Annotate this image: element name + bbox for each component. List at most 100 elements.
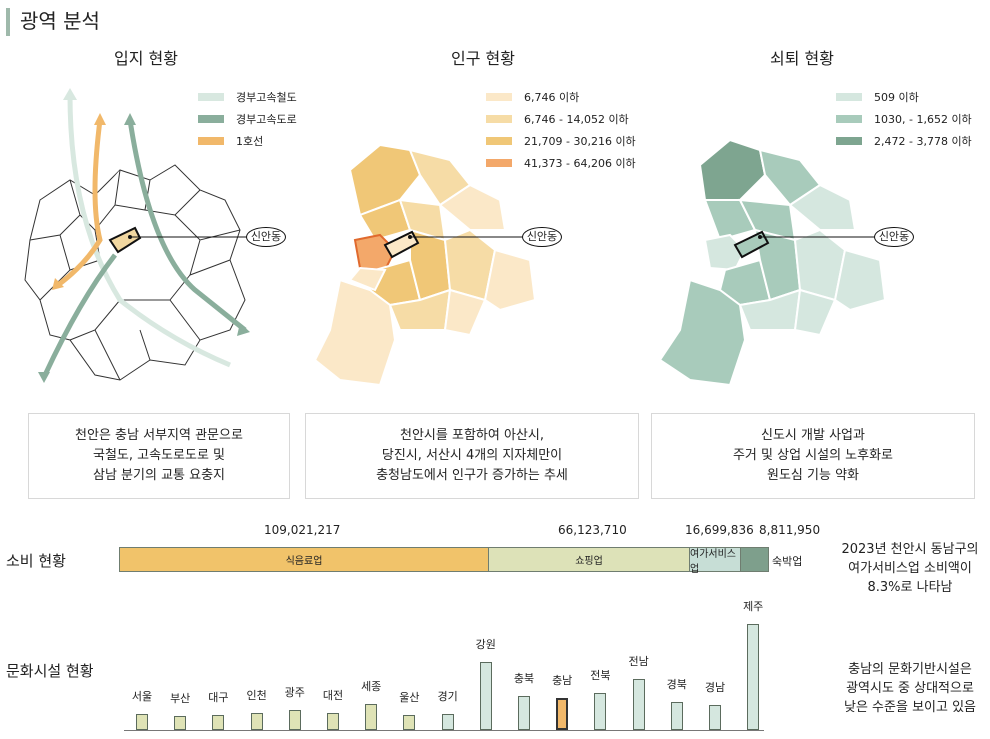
culture-bar-2 bbox=[212, 715, 225, 730]
culture-bar-16 bbox=[747, 624, 760, 730]
legend-population: 6,746 이하 6,746 - 14,052 이하 21,709 - 30,2… bbox=[486, 86, 636, 174]
legend-swatch bbox=[198, 137, 224, 145]
description-population: 천안시를 포함하여 아산시, 당진시, 서산시 4개의 지자체만이 충청남도에서… bbox=[305, 413, 639, 499]
consumption-bar-leisure: 여가서비스업 bbox=[689, 547, 741, 575]
culture-bar-10 bbox=[518, 696, 530, 730]
note-line: 낮은 수준을 보이고 있음 bbox=[844, 700, 976, 715]
legend-label: 21,709 - 30,216 이하 bbox=[524, 135, 636, 148]
legend-swatch bbox=[486, 137, 512, 145]
callout-decline: 신안동 bbox=[874, 227, 914, 247]
culture-bar-0 bbox=[136, 714, 148, 730]
culture-region-label: 경남 bbox=[704, 681, 726, 694]
consumption-bar-shopping: 쇼핑업 bbox=[488, 547, 690, 572]
map-title-location: 입지 현황 bbox=[114, 49, 178, 68]
callout-location: 신안동 bbox=[246, 227, 286, 247]
culture-region-label: 서울 bbox=[131, 690, 153, 703]
legend-label: 509 이하 bbox=[874, 91, 919, 104]
legend-label: 1030, - 1,652 이하 bbox=[874, 113, 972, 126]
legend-swatch bbox=[198, 93, 224, 101]
consumption-label: 소비 현황 bbox=[6, 552, 66, 570]
culture-bar-15 bbox=[709, 705, 721, 730]
description-line: 주거 및 상업 시설의 노후화로 bbox=[732, 448, 894, 463]
culture-region-label: 부산 bbox=[170, 692, 191, 705]
description-line: 충청남도에서 인구가 증가하는 추세 bbox=[376, 468, 568, 483]
culture-bar-4 bbox=[288, 710, 301, 730]
culture-region-label: 광주 bbox=[284, 686, 305, 699]
culture-region-label: 경북 bbox=[666, 678, 687, 691]
description-line: 삼남 분기의 교통 요충지 bbox=[93, 468, 225, 483]
map-title-decline: 쇠퇴 현황 bbox=[770, 49, 834, 68]
consumption-value-food: 109,021,217 bbox=[264, 523, 341, 537]
legend-swatch bbox=[486, 159, 512, 167]
culture-region-label: 대구 bbox=[208, 691, 229, 704]
culture-region-label: 세종 bbox=[361, 680, 382, 693]
callout-population: 신안동 bbox=[522, 227, 562, 247]
culture-bar-13 bbox=[632, 679, 645, 730]
culture-baseline bbox=[124, 730, 764, 731]
culture-bar-8 bbox=[441, 714, 454, 730]
culture-region-label: 충남 bbox=[552, 674, 573, 687]
legend-location: 경부고속철도 경부고속도로 1호선 bbox=[198, 86, 297, 152]
title-accent-bar bbox=[6, 8, 10, 36]
legend-swatch bbox=[836, 137, 862, 145]
legend-label: 경부고속도로 bbox=[236, 113, 297, 126]
consumption-note: 2023년 천안시 동남구의 여가서비스업 소비액이 8.3%로 나타남 bbox=[830, 540, 990, 597]
note-line: 충남의 문화기반시설은 bbox=[848, 662, 972, 677]
description-line: 천안은 충남 서부지역 관문으로 bbox=[75, 428, 243, 443]
note-line: 여가서비스업 소비액이 bbox=[848, 561, 972, 576]
culture-bar-1 bbox=[174, 716, 187, 730]
legend-swatch bbox=[836, 93, 862, 101]
description-location: 천안은 충남 서부지역 관문으로 국철도, 고속도로도로 및 삼남 분기의 교통… bbox=[28, 413, 290, 499]
culture-bar-7 bbox=[403, 715, 416, 730]
culture-region-label: 대전 bbox=[322, 689, 344, 702]
culture-bar-12 bbox=[594, 693, 607, 730]
culture-bar-11 bbox=[556, 698, 569, 730]
description-line: 신도시 개발 사업과 bbox=[761, 428, 865, 443]
note-line: 2023년 천안시 동남구의 bbox=[841, 542, 979, 557]
culture-region-label: 전남 bbox=[628, 655, 649, 668]
culture-bar-3 bbox=[250, 713, 263, 730]
culture-bar-9 bbox=[479, 662, 492, 730]
legend-label: 41,373 - 64,206 이하 bbox=[524, 157, 636, 170]
culture-region-label: 울산 bbox=[399, 691, 420, 704]
consumption-value-leisure: 16,699,836 bbox=[685, 523, 754, 537]
consumption-value-lodging: 8,811,950 bbox=[759, 523, 821, 537]
page-title: 광역 분석 bbox=[20, 9, 100, 33]
note-line: 광역시도 중 상대적으로 bbox=[846, 681, 974, 696]
consumption-value-shopping: 66,123,710 bbox=[558, 523, 627, 537]
culture-bar-14 bbox=[670, 702, 683, 730]
culture-region-label: 전북 bbox=[590, 669, 611, 682]
description-decline: 신도시 개발 사업과 주거 및 상업 시설의 노후화로 원도심 기능 약화 bbox=[651, 413, 975, 499]
consumption-bar-food: 식음료업 bbox=[119, 547, 489, 572]
note-line: 8.3%로 나타남 bbox=[867, 580, 953, 595]
legend-label: 2,472 - 3,778 이하 bbox=[874, 135, 972, 148]
culture-note: 충남의 문화기반시설은 광역시도 중 상대적으로 낮은 수준을 보이고 있음 bbox=[830, 660, 990, 717]
legend-swatch bbox=[836, 115, 862, 123]
description-line: 원도심 기능 약화 bbox=[767, 468, 859, 483]
consumption-bar-lodging bbox=[740, 547, 769, 572]
description-line: 당진시, 서산시 4개의 지자체만이 bbox=[381, 448, 563, 463]
legend-label: 6,746 - 14,052 이하 bbox=[524, 113, 629, 126]
culture-bar-6 bbox=[365, 704, 378, 730]
consumption-lodging-label: 숙박업 bbox=[772, 555, 803, 568]
legend-label: 1호선 bbox=[236, 135, 264, 148]
legend-label: 경부고속철도 bbox=[236, 91, 297, 104]
map-title-population: 인구 현황 bbox=[451, 49, 515, 68]
culture-region-label: 제주 bbox=[743, 600, 764, 613]
culture-bar-5 bbox=[327, 713, 339, 730]
legend-decline: 509 이하 1030, - 1,652 이하 2,472 - 3,778 이하 bbox=[836, 86, 972, 152]
culture-region-label: 인천 bbox=[246, 689, 267, 702]
culture-region-label: 충북 bbox=[513, 672, 535, 685]
legend-swatch bbox=[198, 115, 224, 123]
culture-region-label: 경기 bbox=[437, 690, 458, 703]
legend-label: 6,746 이하 bbox=[524, 91, 580, 104]
description-line: 국철도, 고속도로도로 및 bbox=[93, 448, 225, 463]
description-line: 천안시를 포함하여 아산시, bbox=[400, 428, 544, 443]
culture-label: 문화시설 현황 bbox=[6, 662, 94, 680]
culture-region-label: 강원 bbox=[475, 638, 496, 651]
legend-swatch bbox=[486, 93, 512, 101]
legend-swatch bbox=[486, 115, 512, 123]
